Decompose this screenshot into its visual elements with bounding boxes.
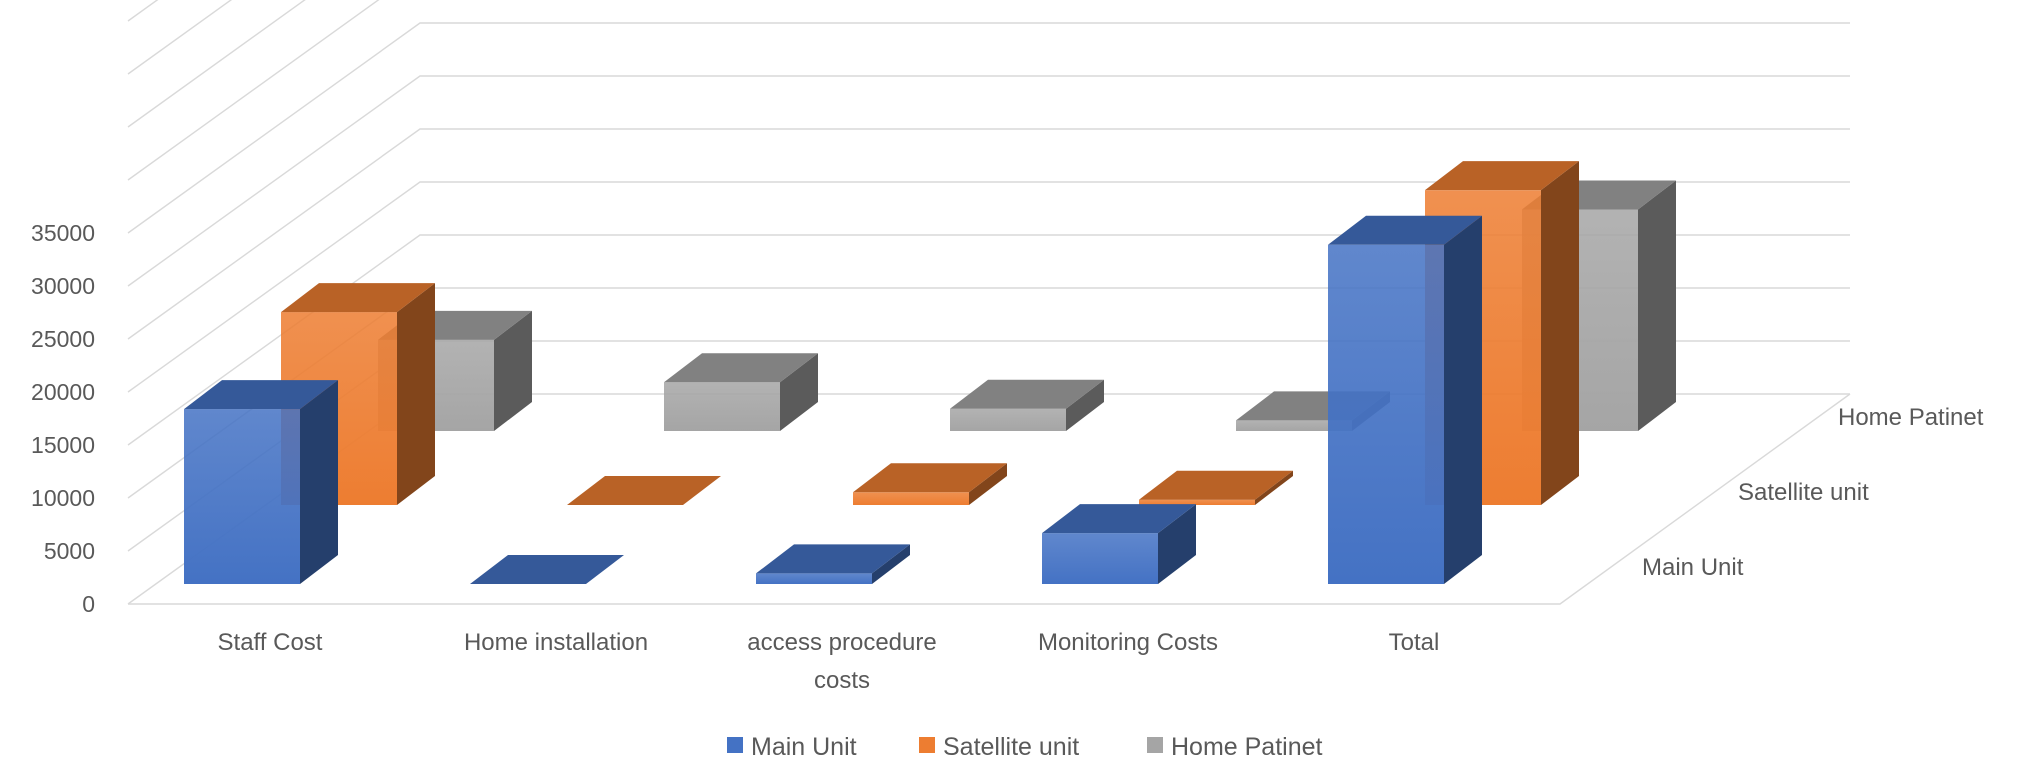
- depth-axis-label: Home Patinet: [1838, 404, 1984, 431]
- bar-front: [1139, 499, 1255, 505]
- y-tick-label: 25000: [31, 326, 95, 352]
- y-tick-label: 10000: [31, 485, 95, 511]
- bar-main-unit-2: [756, 544, 910, 584]
- bar-top: [470, 555, 624, 584]
- bar-side: [1444, 215, 1482, 585]
- bar-top: [1328, 215, 1482, 245]
- bar-side: [1066, 379, 1104, 431]
- category-label: Total: [1389, 629, 1440, 656]
- y-tick-label: 30000: [31, 273, 95, 299]
- legend-label: Satellite unit: [943, 733, 1079, 761]
- legend-swatch: [919, 737, 935, 753]
- bar-top: [567, 476, 721, 505]
- legend: Main Unit Satellite unit Home Patinet: [727, 733, 1323, 761]
- gridline: [127, 181, 1850, 393]
- legend-label: Main Unit: [751, 733, 857, 761]
- legend-swatch: [1147, 737, 1163, 753]
- gridline: [127, 0, 233, 75]
- category-label: Monitoring Costs: [1038, 629, 1218, 656]
- bar-satellite-unit-1: [567, 476, 721, 505]
- gridline: [127, 0, 380, 181]
- gridline: [127, 128, 1850, 340]
- y-tick-label: 35000: [31, 220, 95, 246]
- y-tick-label: 0: [82, 591, 95, 617]
- bar-main-unit-1: [470, 555, 624, 584]
- gridline: [127, 75, 1850, 287]
- bar-side: [1541, 161, 1579, 505]
- bar-side: [1255, 470, 1293, 505]
- bar-top: [853, 463, 1007, 493]
- depth-axis-labels: Main Unit Satellite unit Home Patinet: [1642, 404, 1984, 581]
- bar-home-patinet-1: [664, 353, 818, 431]
- bar-side: [1158, 504, 1196, 584]
- bar-front: [1042, 533, 1158, 584]
- legend-item-main-unit: Main Unit: [727, 733, 857, 761]
- legend-label: Home Patinet: [1171, 733, 1323, 761]
- legend-item-home-patinet: Home Patinet: [1147, 733, 1323, 761]
- bar-top: [1042, 504, 1196, 534]
- bar-satellite-unit-3: [1139, 470, 1293, 505]
- legend-swatch: [727, 737, 743, 753]
- bar-side: [1638, 180, 1676, 431]
- legend-item-satellite-unit: Satellite unit: [919, 733, 1079, 761]
- bar-satellite-unit-2: [853, 463, 1007, 505]
- category-label: access procedure costs: [747, 629, 936, 694]
- bar-side: [397, 283, 435, 505]
- gridline: [127, 0, 159, 22]
- bar-top: [664, 353, 818, 383]
- y-tick-label: 5000: [44, 538, 95, 564]
- floor-edge: [128, 393, 1851, 605]
- depth-axis-label: Main Unit: [1642, 554, 1744, 581]
- bar-top: [950, 379, 1104, 409]
- bar-home-patinet-2: [950, 379, 1104, 431]
- bars: [184, 161, 1676, 585]
- bar-main-unit-0: [184, 380, 338, 584]
- y-tick-label: 15000: [31, 432, 95, 458]
- bar-front: [664, 382, 780, 431]
- bar-top: [281, 283, 435, 313]
- bar-top: [184, 380, 338, 410]
- bar-top: [756, 544, 910, 574]
- bar-front: [184, 409, 300, 584]
- gridline: [127, 22, 1850, 234]
- y-axis-ticks: 0 5000 10000 15000 20000 25000 30000 35000: [31, 220, 95, 617]
- bar-main-unit-3: [1042, 504, 1196, 584]
- bar-side: [872, 544, 910, 584]
- category-label: Home installation: [464, 629, 648, 656]
- depth-axis-label: Satellite unit: [1738, 479, 1869, 506]
- x-axis-categories: Staff Cost Home installation access proced…: [218, 629, 1440, 694]
- bar-side: [494, 310, 532, 431]
- bar-main-unit-4: [1328, 215, 1482, 585]
- bar-side: [300, 380, 338, 584]
- y-tick-label: 20000: [31, 379, 95, 405]
- bar-top: [1425, 161, 1579, 191]
- bar-front: [853, 492, 969, 505]
- bar-front: [1236, 420, 1352, 431]
- bar-front: [756, 573, 872, 584]
- bar-top: [1139, 470, 1293, 500]
- bar-front: [1328, 244, 1444, 585]
- bar-side: [780, 353, 818, 431]
- gridline: [127, 0, 306, 128]
- bar-side: [969, 463, 1007, 505]
- category-label: Staff Cost: [218, 629, 323, 656]
- bar-front: [950, 408, 1066, 431]
